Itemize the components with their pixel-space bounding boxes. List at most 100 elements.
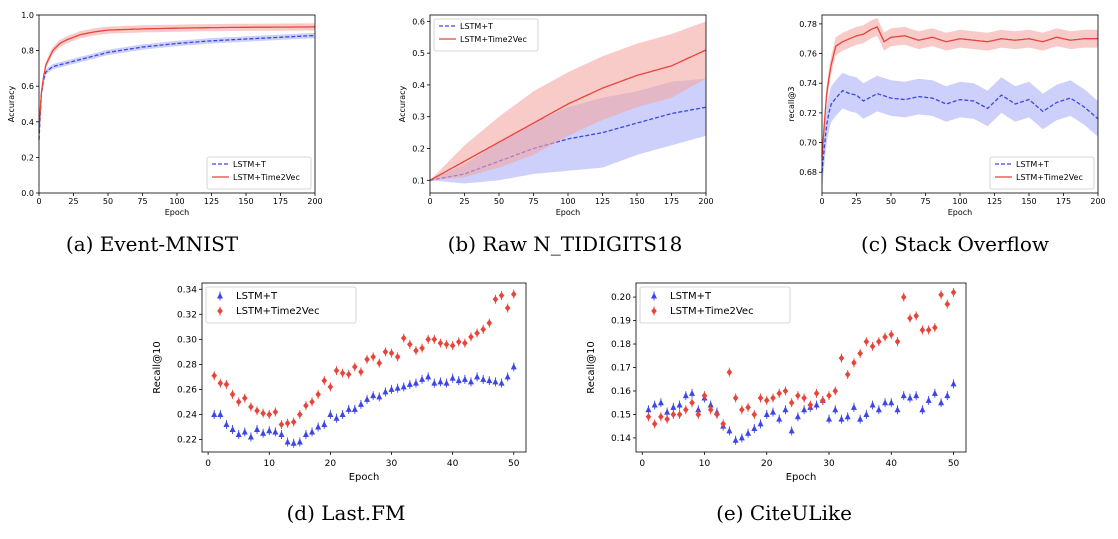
panel-caption: (b) Raw N_TIDIGITS18 — [448, 232, 683, 256]
y-tick-label: 0.5 — [412, 49, 425, 58]
y-axis-label: Accuracy — [7, 85, 16, 122]
x-tick-label: 125 — [987, 197, 1002, 206]
x-tick-label: 10 — [699, 459, 711, 469]
y-tick-label: 0.18 — [611, 340, 631, 350]
x-tick-label: 50 — [494, 197, 504, 206]
y-tick-label: 0.20 — [611, 293, 631, 303]
panel-caption: (a) Event-MNIST — [66, 232, 239, 256]
x-axis-label: Epoch — [556, 208, 581, 217]
y-tick-label: 0.15 — [611, 410, 631, 420]
x-tick-label: 25 — [68, 197, 78, 206]
y-tick-label: 0.72 — [799, 109, 817, 118]
x-tick-label: 150 — [238, 197, 253, 206]
x-tick-label: 75 — [528, 197, 538, 206]
x-tick-label: 50 — [886, 197, 896, 206]
x-tick-label: 200 — [307, 197, 322, 206]
series-line-2 — [821, 26, 1098, 158]
legend-label: LSTM+Time2Vec — [670, 306, 754, 317]
panel-caption: (e) CiteULike — [716, 501, 852, 525]
x-tick-label: 125 — [595, 197, 610, 206]
x-tick-label: 30 — [386, 459, 398, 469]
x-tick-label: 25 — [851, 197, 861, 206]
legend: LSTM+T LSTM+Time2Vec — [639, 286, 791, 324]
legend-box — [205, 286, 357, 324]
y-tick-label: 0.28 — [177, 360, 197, 370]
y-tick-label: 0.16 — [611, 387, 631, 397]
legend-label: LSTM+T — [670, 291, 712, 302]
y-tick-label: 0.24 — [177, 410, 197, 420]
series-band-1 — [39, 32, 315, 143]
x-axis-label: Epoch — [349, 472, 380, 483]
chart-panel-1: 0 25 50 75 100 125 150 175 200 0.0 0.2 0.4 0.6 0.8 1.0… — [7, 11, 323, 256]
x-tick-label: 0 — [819, 197, 824, 206]
y-tick-label: 0.22 — [177, 435, 197, 445]
x-tick-label: 150 — [1021, 197, 1036, 206]
y-tick-label: 0.70 — [799, 139, 817, 148]
y-tick-label: 0.32 — [177, 310, 197, 320]
y-tick-label: 0.14 — [611, 434, 631, 444]
x-tick-label: 200 — [1090, 197, 1105, 206]
y-tick-label: 0.0 — [21, 189, 34, 198]
y-tick-label: 0.78 — [799, 20, 817, 29]
x-tick-label: 10 — [264, 459, 276, 469]
x-tick-label: 0 — [36, 197, 41, 206]
legend: LSTM+T LSTM+Time2Vec — [433, 18, 539, 52]
y-tick-label: 1.0 — [21, 11, 34, 20]
y-tick-label: 0.68 — [799, 168, 817, 177]
y-axis-label: Recall@10 — [586, 341, 597, 394]
x-tick-label: 30 — [823, 459, 835, 469]
legend-label: LSTM+Time2Vec — [233, 173, 300, 182]
x-tick-label: 100 — [169, 197, 184, 206]
y-tick-label: 0.1 — [412, 176, 425, 185]
x-tick-label: 0 — [427, 197, 432, 206]
y-tick-label: 0.8 — [21, 47, 34, 56]
x-tick-label: 75 — [920, 197, 930, 206]
plot-frame — [201, 282, 527, 453]
y-tick-label: 0.17 — [611, 364, 631, 374]
y-tick-label: 0.26 — [177, 385, 197, 395]
series-line-1 — [38, 34, 316, 140]
y-axis-label: recall@3 — [787, 87, 796, 122]
series-line-1 — [821, 89, 1099, 173]
series-line-2 — [429, 49, 707, 181]
panel-caption: (d) Last.FM — [287, 501, 406, 525]
y-axis-label: Recall@10 — [152, 341, 163, 394]
x-tick-label: 50 — [508, 459, 520, 469]
x-axis-label: Epoch — [165, 208, 190, 217]
y-tick-label: 0.6 — [412, 17, 425, 26]
panel-caption: (c) Stack Overflow — [861, 232, 1049, 256]
legend-label: LSTM+Time2Vec — [236, 306, 320, 317]
series-band-2 — [430, 21, 706, 181]
chart-panel-3: 0 25 50 75 100 125 150 175 200 0.68 0.70 0.72 0.74 0.… — [787, 14, 1106, 256]
x-tick-label: 40 — [886, 459, 898, 469]
y-tick-label: 0.19 — [611, 317, 631, 327]
x-tick-label: 50 — [948, 459, 960, 469]
x-tick-label: 125 — [204, 197, 219, 206]
y-tick-label: 0.76 — [799, 50, 817, 59]
legend-box — [989, 156, 1095, 190]
x-tick-label: 100 — [560, 197, 575, 206]
legend-label: LSTM+T — [233, 160, 266, 169]
series-band-2 — [822, 18, 1098, 167]
x-tick-label: 75 — [137, 197, 147, 206]
legend-label: LSTM+T — [1016, 160, 1049, 169]
legend-label: LSTM+Time2Vec — [460, 35, 527, 44]
chart-panel-4: 0 10 20 30 40 50 0.22 0.24 0.26 0.28 0.30 0.32 0.34 E… — [152, 282, 527, 525]
x-tick-label: 20 — [761, 459, 773, 469]
legend-label: LSTM+Time2Vec — [1016, 173, 1083, 182]
x-axis-label: Epoch — [948, 208, 973, 217]
y-tick-label: 0.6 — [21, 82, 34, 91]
x-tick-label: 0 — [205, 459, 211, 469]
legend: LSTM+T LSTM+Time2Vec — [205, 286, 357, 324]
x-tick-label: 25 — [459, 197, 469, 206]
y-tick-label: 0.30 — [177, 335, 197, 345]
legend-box — [206, 156, 312, 190]
x-tick-label: 20 — [325, 459, 337, 469]
legend: LSTM+T LSTM+Time2Vec — [206, 156, 312, 190]
y-tick-label: 0.34 — [177, 285, 197, 295]
y-tick-label: 0.4 — [21, 118, 34, 127]
x-tick-label: 150 — [629, 197, 644, 206]
series-line-2 — [38, 26, 315, 131]
y-tick-label: 0.2 — [21, 153, 34, 162]
